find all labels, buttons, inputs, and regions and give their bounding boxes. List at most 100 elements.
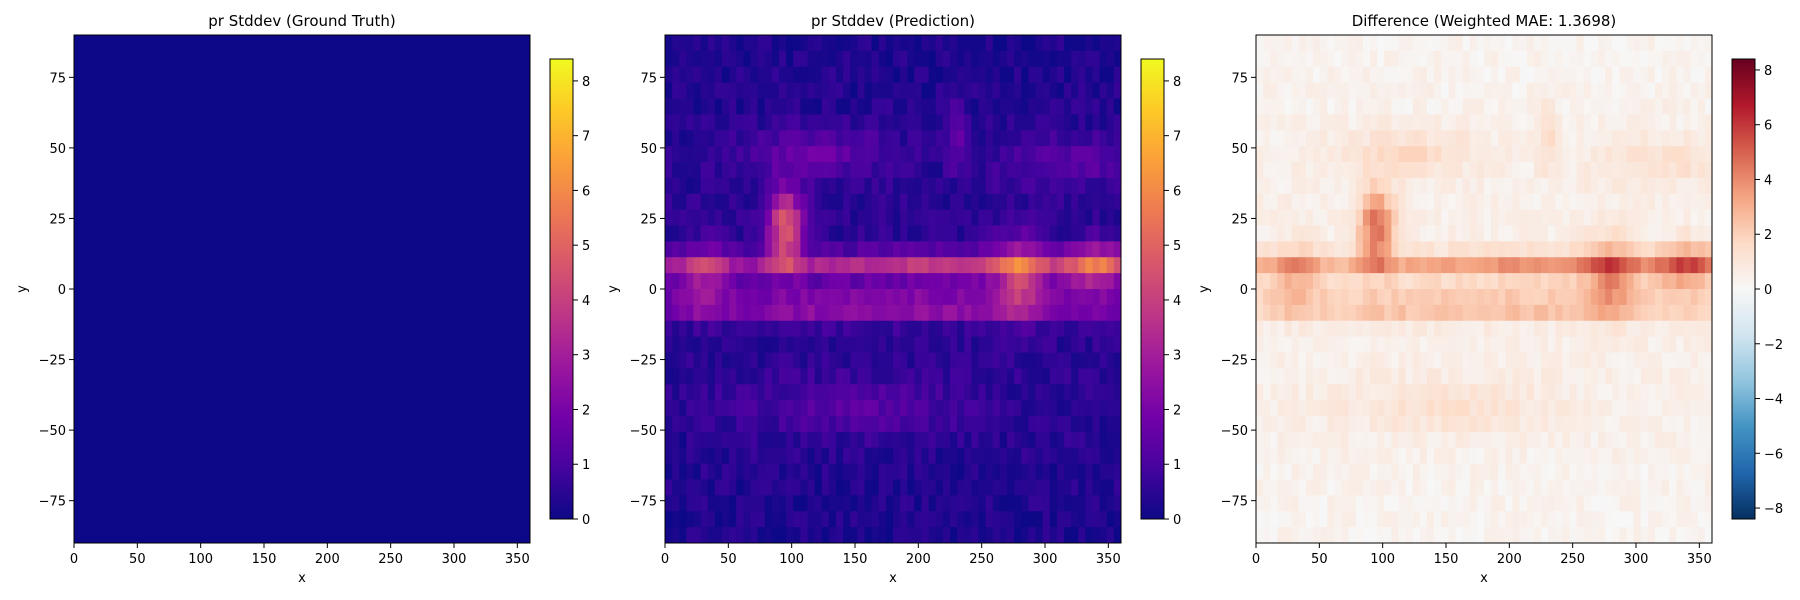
heatmap-cell [1441, 35, 1449, 52]
heatmap-cell [1455, 289, 1464, 306]
heatmap-cell [1384, 162, 1392, 179]
heatmap-cell [1541, 146, 1549, 163]
heatmap-cell [836, 82, 844, 100]
heatmap-cell [750, 400, 759, 417]
heatmap-cell [885, 400, 894, 417]
heatmap-cell [1398, 416, 1407, 433]
heatmap-cell [1320, 225, 1328, 242]
heatmap-cell [1441, 146, 1449, 163]
heatmap-cell [800, 130, 809, 147]
heatmap-cell [1014, 368, 1022, 385]
heatmap-cell [1583, 416, 1592, 433]
heatmap-cell [1704, 352, 1712, 369]
heatmap-cell [1598, 320, 1606, 338]
heatmap-cell [1469, 479, 1478, 496]
heatmap-cell [1405, 447, 1414, 465]
heatmap-cell [1576, 511, 1585, 528]
heatmap-cell [1099, 368, 1108, 385]
heatmap-cell [793, 511, 801, 528]
heatmap-cell [1370, 50, 1378, 68]
heatmap-cell [1370, 114, 1378, 131]
heatmap-cell [665, 416, 673, 433]
heatmap-cell [672, 320, 680, 338]
heatmap-cell [1064, 82, 1072, 100]
heatmap-cell [1655, 463, 1663, 481]
heatmap-cell [1320, 416, 1328, 433]
heatmap-cell [1099, 431, 1108, 449]
heatmap-cell [1377, 241, 1385, 258]
heatmap-cell [1676, 130, 1685, 147]
heatmap-cell [1334, 162, 1343, 179]
heatmap-cell [957, 511, 965, 528]
heatmap-cell [1619, 225, 1628, 242]
heatmap-cell [814, 50, 823, 68]
heatmap-cell [1583, 66, 1592, 84]
heatmap-cell [1583, 495, 1592, 512]
heatmap-cell [1441, 479, 1449, 496]
heatmap-cell [900, 400, 908, 417]
heatmap-cell [1448, 177, 1457, 195]
heatmap-cell [1434, 114, 1442, 131]
heatmap-cell [836, 352, 844, 369]
heatmap-cell [779, 495, 787, 512]
heatmap-cell [1555, 400, 1563, 417]
heatmap-cell [1448, 130, 1457, 147]
heatmap-cell [1498, 431, 1506, 449]
heatmap-cell [665, 146, 673, 163]
heatmap-cell [864, 368, 873, 385]
heatmap-cell [1391, 400, 1400, 417]
heatmap-cell [978, 114, 987, 131]
heatmap-cell [1576, 400, 1585, 417]
heatmap-cell [957, 50, 965, 68]
heatmap-cell [1064, 209, 1072, 227]
heatmap-cell [1462, 257, 1471, 274]
heatmap-cell [743, 511, 752, 528]
heatmap-cell [707, 336, 716, 354]
heatmap-cell [1519, 400, 1528, 417]
x-tick-label: 200 [315, 552, 340, 567]
heatmap-cell [836, 495, 844, 512]
heatmap-cell [714, 162, 723, 179]
heatmap-cell [1633, 336, 1642, 354]
heatmap-cell [942, 447, 951, 465]
heatmap-cell [1476, 336, 1485, 354]
heatmap-cell [1640, 257, 1649, 274]
heatmap-cell [771, 304, 780, 322]
heatmap-cell [1277, 66, 1286, 84]
heatmap-cell [1484, 495, 1492, 512]
heatmap-cell [950, 289, 958, 306]
heatmap-cell [821, 146, 830, 163]
heatmap-cell [1476, 66, 1485, 84]
heatmap-cell [786, 400, 794, 417]
heatmap-cell [1491, 304, 1499, 322]
heatmap-cell [1562, 511, 1571, 528]
heatmap-cell [1669, 289, 1677, 306]
heatmap-cell [964, 98, 972, 115]
heatmap-cell [1476, 209, 1485, 227]
heatmap-cell [1491, 289, 1499, 306]
heatmap-cell [935, 82, 944, 100]
heatmap-cell [1014, 320, 1022, 338]
heatmap-cell [793, 304, 801, 322]
heatmap-cell [985, 368, 994, 385]
heatmap-cell [900, 193, 908, 211]
heatmap-cell [1676, 289, 1685, 306]
heatmap-cell [1441, 447, 1449, 465]
heatmap-cell [900, 114, 908, 131]
heatmap-cell [693, 416, 702, 433]
heatmap-cell [978, 431, 987, 449]
heatmap-cell [1106, 50, 1115, 68]
heatmap-cell [800, 384, 809, 401]
heatmap-cell [828, 50, 837, 68]
heatmap-cell [1341, 384, 1350, 401]
heatmap-cell [1498, 130, 1506, 147]
heatmap-cell [1583, 352, 1592, 369]
heatmap-cell [665, 431, 673, 449]
heatmap-cell [971, 193, 980, 211]
heatmap-cell [1491, 50, 1499, 68]
heatmap-cell [1476, 289, 1485, 306]
heatmap-cell [750, 162, 759, 179]
heatmap-cell [999, 130, 1008, 147]
heatmap-cell [1476, 495, 1485, 512]
